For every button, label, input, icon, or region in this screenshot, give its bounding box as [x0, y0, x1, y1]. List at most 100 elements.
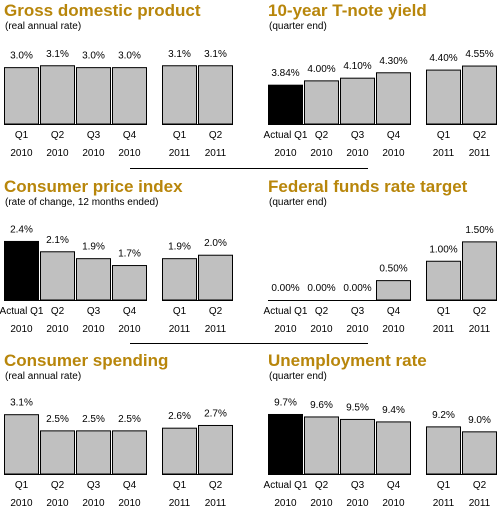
tick-label: Q1: [15, 480, 29, 491]
tick-label-year: 2010: [382, 324, 405, 335]
tick-label: Q1: [15, 130, 29, 141]
chart-panel-tnote: 10-year T-note yield (quarter end) 3.84%…: [264, 2, 498, 160]
tick-label: Q1: [173, 130, 187, 141]
bar: [340, 418, 375, 475]
tick-label-year: 2011: [469, 498, 491, 509]
bar: [426, 426, 461, 475]
data-label: 2.1%: [46, 235, 69, 246]
tick-label-year: 2011: [205, 324, 227, 335]
chart-title: Consumer spending: [4, 351, 169, 370]
data-label: 3.1%: [168, 49, 191, 60]
data-label: 9.6%: [310, 400, 333, 411]
bar: [112, 265, 147, 301]
bar: [340, 77, 375, 125]
tick-label: Q2: [209, 480, 223, 491]
fedfunds-chart: 0.00%Actual Q120100.00%Q220100.00%Q32010…: [264, 225, 497, 335]
tick-label-year: 2010: [310, 498, 333, 509]
chart-panel-gdp: Gross domestic product (real annual rate…: [4, 2, 234, 160]
bar: [40, 251, 75, 301]
data-label: 2.5%: [46, 414, 69, 425]
tick-label-year: 2011: [205, 148, 227, 159]
data-label: 9.4%: [382, 405, 405, 416]
tick-label-year: 2010: [310, 148, 333, 159]
tick-label: Q1: [437, 480, 451, 491]
tick-label: Q3: [87, 480, 101, 491]
data-label: 1.7%: [118, 249, 141, 260]
tick-label-year: 2010: [10, 498, 33, 509]
chart-subtitle: (quarter end): [269, 197, 327, 208]
tick-label-year: 2010: [118, 324, 141, 335]
bar: [462, 241, 497, 301]
data-label: 9.5%: [346, 402, 369, 413]
bar: [304, 416, 339, 475]
bar: [4, 240, 39, 301]
tick-label: Actual Q1: [264, 306, 308, 317]
tick-label-year: 2011: [433, 324, 455, 335]
bar: [376, 421, 411, 475]
bar: [112, 430, 147, 475]
tick-label: Q4: [387, 480, 401, 491]
data-label: 9.2%: [432, 410, 455, 421]
tick-label-year: 2010: [82, 148, 105, 159]
tick-label: Q3: [87, 130, 101, 141]
tick-label: Q4: [123, 306, 137, 317]
tick-label: Q2: [51, 480, 65, 491]
tick-label: Q2: [209, 130, 223, 141]
tick-label-year: 2010: [346, 324, 369, 335]
bar: [162, 65, 197, 125]
data-label: 3.0%: [118, 51, 141, 62]
data-label: 2.5%: [118, 414, 141, 425]
chart-panel-unemployment: Unemployment rate (quarter end) 9.7% Actu…: [264, 352, 498, 512]
data-label: 9.0%: [468, 415, 491, 426]
row-divider: [130, 168, 368, 169]
bar: [112, 67, 147, 125]
tick-label-year: 2011: [469, 148, 491, 159]
cpi-chart: 2.4%Actual Q120102.1%Q220101.9%Q320101.7…: [0, 224, 233, 335]
tick-label-year: 2011: [433, 498, 455, 509]
bar: [76, 67, 111, 125]
chart-title: Gross domestic product: [4, 1, 201, 20]
bar: [4, 67, 39, 125]
tick-label-year: 2010: [346, 148, 369, 159]
bar: [76, 430, 111, 475]
tick-label: Q2: [315, 480, 329, 491]
tick-label-year: 2010: [46, 148, 69, 159]
data-label: 9.7%: [274, 397, 297, 408]
data-label: 3.1%: [10, 398, 33, 409]
data-label: 0.00%: [271, 283, 299, 294]
chart-subtitle: (real annual rate): [5, 371, 82, 382]
tick-label-year: 2011: [169, 498, 191, 509]
row-divider: [130, 343, 368, 344]
tick-label: Q2: [315, 130, 329, 141]
bar: [268, 84, 303, 125]
bar: [4, 414, 39, 475]
tick-label-year: 2011: [169, 148, 191, 159]
chart-subtitle: (quarter end): [269, 371, 327, 382]
tick-label: Actual Q1: [264, 130, 308, 141]
tick-label: Q2: [51, 130, 65, 141]
bar: [40, 65, 75, 125]
chart-subtitle: (rate of change, 12 months ended): [5, 197, 159, 208]
chart-panel-spending: Consumer spending (real annual rate) 3.1…: [4, 352, 234, 512]
bar: [76, 258, 111, 301]
bar: [426, 260, 461, 301]
bar: [198, 254, 233, 301]
tick-label: Q4: [387, 306, 401, 317]
chart-title: Federal funds rate target: [268, 177, 468, 196]
tick-label: Actual Q1: [264, 480, 308, 491]
bar: [40, 430, 75, 475]
tick-label: Q2: [315, 306, 329, 317]
tick-label-year: 2010: [46, 324, 69, 335]
data-label: 3.0%: [10, 51, 33, 62]
tick-label: Q3: [351, 480, 365, 491]
data-label: 1.9%: [82, 242, 105, 253]
tick-label: Q4: [387, 130, 401, 141]
unemployment-chart: 9.7%Actual Q120109.6%Q220109.5%Q320109.4…: [264, 397, 497, 509]
tick-label-year: 2010: [82, 498, 105, 509]
data-label: 2.4%: [10, 224, 33, 235]
tick-label-year: 2010: [118, 148, 141, 159]
tick-label: Q1: [173, 306, 187, 317]
spending-chart: 3.1% Q1 2010 2.5% Q2 2010 2.5% Q3 2010 2.5% Q4 2010…: [4, 398, 233, 509]
tick-label: Q2: [473, 306, 487, 317]
data-label: 4.00%: [307, 64, 335, 75]
